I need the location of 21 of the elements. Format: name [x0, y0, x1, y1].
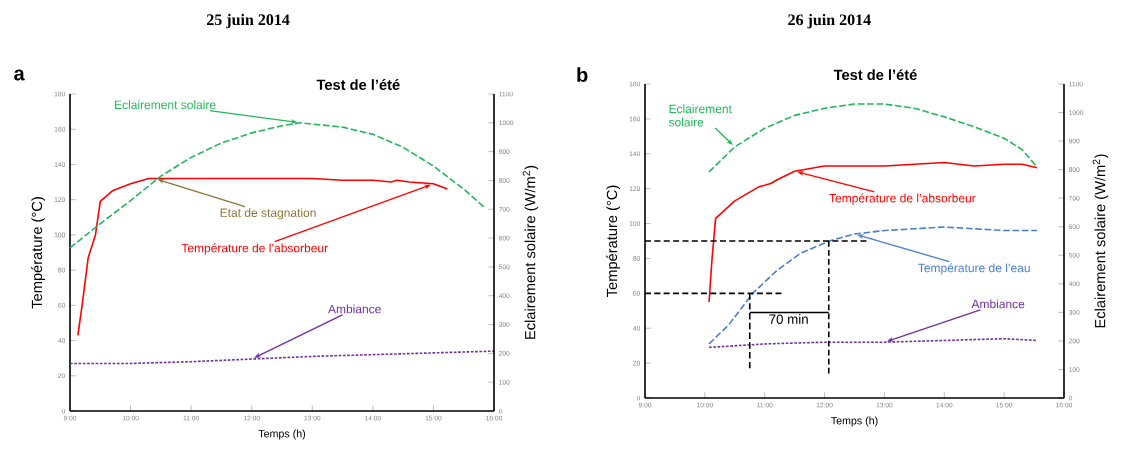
text: b	[577, 67, 588, 82]
y-axis-title: Température (°C)	[31, 197, 45, 309]
y-axis-title: Température (°C)	[606, 185, 621, 297]
chart-title: 25 juin 2014	[206, 13, 290, 29]
x-axis-title: Temps (h)	[258, 429, 306, 440]
y2-axis-title: Eclairement solaire (W/m$^{2}$)	[522, 165, 539, 339]
annotation: Etat de stagnation	[220, 208, 316, 220]
chart-subtitle: Test de l’été	[833, 69, 917, 81]
text: Température de l’absorbeur	[829, 193, 976, 205]
annotation: 70 min	[769, 314, 808, 324]
text: Eclairement solaire	[115, 100, 216, 110]
text: Température de l’absorbeur	[181, 243, 328, 255]
series-label: Eclairement solaire	[668, 104, 732, 127]
text: a	[14, 69, 25, 81]
chart-subtitle: Test de l’été	[316, 79, 400, 90]
x-axis-title: Temps (h)	[831, 416, 878, 427]
y2-axis-title: Eclairement solaire (W/m$^{2}$)	[1092, 154, 1109, 328]
text: Ambiance	[971, 299, 1025, 309]
text: Ambiance	[328, 304, 381, 314]
chart-title: 26 juin 2014	[788, 13, 871, 29]
text: Température de l’eau	[918, 263, 1030, 275]
